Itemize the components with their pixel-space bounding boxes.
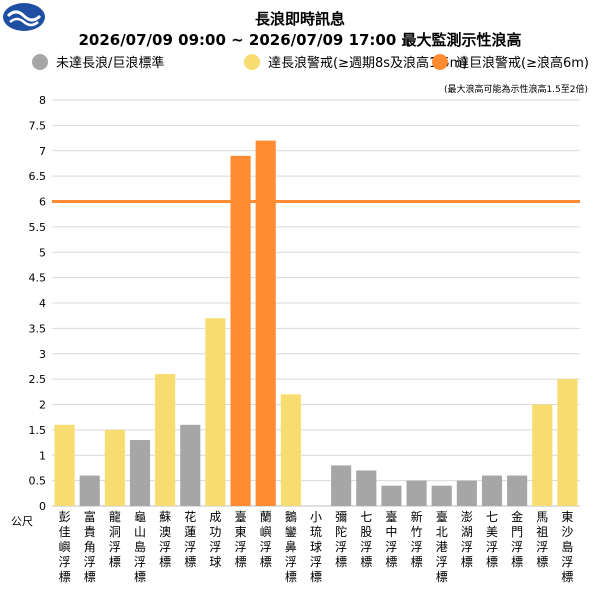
bar bbox=[532, 404, 553, 506]
bar bbox=[155, 374, 176, 506]
x-tick-label: 七美浮標 bbox=[486, 510, 498, 569]
legend-dot-orange-icon bbox=[432, 53, 448, 70]
y-tick-label: 5 bbox=[39, 246, 46, 259]
y-tick-label: 6 bbox=[39, 196, 46, 209]
logo-icon bbox=[3, 3, 45, 31]
x-tick-label: 臺東浮標 bbox=[235, 509, 247, 569]
y-tick-label: 7 bbox=[39, 145, 46, 158]
x-tick-label: 臺北港浮標 bbox=[436, 509, 448, 584]
bar bbox=[104, 429, 125, 506]
x-tick-label: 蘭嶼浮標 bbox=[260, 510, 272, 569]
legend-item-swell: 達長浪警戒(≥週期8s及浪高1.5m) bbox=[244, 52, 467, 71]
x-tick-label: 小琉球浮標 bbox=[310, 510, 322, 584]
x-tick-label: 龜山島浮標 bbox=[134, 510, 146, 584]
chart-title: 長浪即時訊息 bbox=[254, 10, 345, 28]
x-tick-label: 富貴角浮標 bbox=[84, 509, 96, 584]
x-tick-label: 花蓮浮標 bbox=[184, 509, 196, 569]
legend-label-swell: 達長浪警戒(≥週期8s及浪高1.5m) bbox=[268, 56, 468, 71]
y-tick-label: 6.5 bbox=[29, 170, 47, 183]
x-tick-label: 臺中浮標 bbox=[385, 509, 397, 569]
bar bbox=[230, 155, 251, 506]
y-tick-label: 3.5 bbox=[29, 322, 47, 335]
bar bbox=[557, 379, 578, 506]
bar bbox=[481, 475, 503, 506]
bar bbox=[456, 480, 477, 506]
legend-item-giant: 達巨浪警戒(≥浪高6m) bbox=[432, 52, 589, 71]
bar bbox=[280, 394, 301, 506]
y-tick-label: 5.5 bbox=[29, 221, 47, 234]
x-tick-label: 金門浮標 bbox=[511, 509, 523, 569]
bar bbox=[406, 480, 427, 506]
y-tick-label: 0.5 bbox=[29, 475, 47, 488]
x-tick-label: 七股浮標 bbox=[360, 510, 372, 569]
y-tick-label: 2 bbox=[39, 399, 46, 412]
y-tick-label: 3 bbox=[39, 348, 46, 361]
chart-subtitle: 2026/07/09 09:00 ~ 2026/07/09 17:00 最大監測… bbox=[78, 31, 522, 49]
x-tick-label: 東沙島浮標 bbox=[561, 510, 573, 584]
legend-item-below: 未達長浪/巨浪標準 bbox=[32, 52, 164, 71]
bar bbox=[507, 475, 528, 506]
y-tick-label: 7.5 bbox=[29, 119, 47, 132]
chart-note: (最大浪高可能為示性浪高1.5至2倍) bbox=[443, 85, 588, 95]
x-tick-label: 彭佳嶼浮標 bbox=[59, 510, 71, 584]
bar bbox=[54, 424, 75, 506]
bar bbox=[331, 465, 352, 506]
y-axis-label: 公尺 bbox=[11, 515, 33, 528]
x-tick-label: 成功浮球 bbox=[209, 510, 221, 569]
y-tick-label: 1 bbox=[39, 449, 46, 462]
bar bbox=[180, 424, 201, 506]
bar bbox=[381, 485, 402, 506]
x-tick-label: 澎湖浮標 bbox=[461, 510, 473, 569]
y-tick-label: 8 bbox=[39, 94, 46, 107]
legend-dot-gray-icon bbox=[32, 53, 48, 70]
legend: 未達長浪/巨浪標準 達長浪警戒(≥週期8s及浪高1.5m) 達巨浪警戒(≥浪高6… bbox=[0, 52, 600, 74]
legend-dot-yellow-icon bbox=[244, 53, 260, 70]
x-tick-label: 新竹浮標 bbox=[411, 509, 423, 569]
x-tick-label: 鵝鑾鼻浮標 bbox=[285, 510, 297, 584]
x-tick-label: 彌陀浮標 bbox=[335, 510, 347, 569]
x-tick-label: 龍洞浮標 bbox=[109, 509, 121, 569]
y-tick-label: 1.5 bbox=[29, 424, 47, 437]
bar bbox=[356, 470, 377, 506]
bar bbox=[79, 475, 100, 506]
y-tick-label: 4.5 bbox=[29, 272, 47, 285]
x-tick-label: 馬祖浮標 bbox=[536, 510, 548, 569]
legend-label-giant: 達巨浪警戒(≥浪高6m) bbox=[456, 56, 589, 71]
bar bbox=[129, 440, 151, 506]
y-tick-label: 2.5 bbox=[29, 373, 47, 386]
bar bbox=[255, 140, 276, 506]
x-tick-label: 蘇澳浮標 bbox=[159, 510, 171, 569]
y-tick-label: 4 bbox=[39, 297, 46, 310]
legend-label-below: 未達長浪/巨浪標準 bbox=[56, 56, 165, 71]
bar bbox=[205, 318, 226, 506]
bar bbox=[431, 485, 452, 506]
y-tick-label: 0 bbox=[39, 500, 46, 513]
